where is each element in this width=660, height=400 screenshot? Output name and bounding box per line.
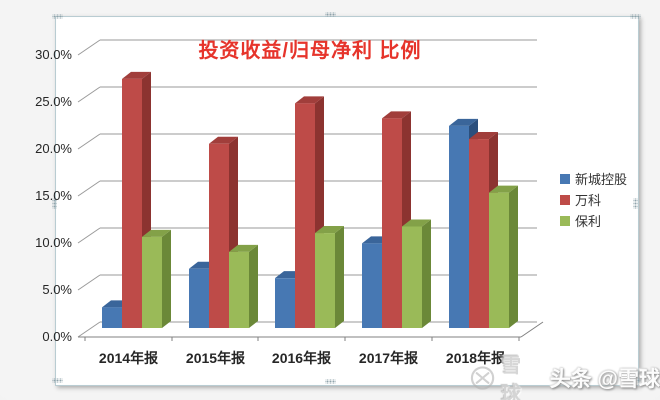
bar-保利-2016年报[interactable] <box>315 226 344 328</box>
selection-handle-top-right[interactable] <box>630 14 641 19</box>
selection-handle-bottom-right[interactable] <box>630 378 641 383</box>
bar-front-face <box>382 118 402 328</box>
bar-front-face <box>229 251 249 328</box>
y-axis-label: 5.0% <box>42 282 72 297</box>
bar-side-face <box>509 185 518 328</box>
bar-保利-2017年报[interactable] <box>402 219 431 328</box>
selection-handle-top-left[interactable] <box>52 14 63 19</box>
selection-handle-bottom-left[interactable] <box>52 378 63 383</box>
y-axis-label: 20.0% <box>35 141 72 156</box>
y-axis-label: 25.0% <box>35 94 72 109</box>
legend-swatch-vanke <box>560 194 570 205</box>
bar-top-face <box>402 219 431 227</box>
selection-handle-right-middle[interactable] <box>633 198 638 209</box>
bar-top-face <box>469 132 498 140</box>
bar-top-face <box>229 244 258 252</box>
bar-top-face <box>449 118 478 126</box>
bar-front-face <box>102 307 122 328</box>
x-axis-label: 2014年报 <box>98 350 159 366</box>
bar-保利-2015年报[interactable] <box>229 244 258 328</box>
bar-front-face <box>209 143 229 328</box>
bar-front-face <box>189 268 209 328</box>
y-axis-label: 0.0% <box>42 329 72 344</box>
x-axis-label: 2017年报 <box>358 350 419 366</box>
bar-front-face <box>402 226 422 328</box>
floor-right-edge <box>520 321 544 338</box>
bar-保利-2018年报[interactable] <box>489 185 518 328</box>
bar-top-face <box>142 229 171 237</box>
x-axis-label: 2018年报 <box>445 350 506 366</box>
bar-top-face <box>315 226 344 234</box>
gridline-leader <box>77 321 101 338</box>
gridline-leader <box>77 133 101 150</box>
bar-front-face <box>142 236 162 328</box>
gridline-leader <box>77 227 101 244</box>
legend: 新城控股 万科 保利 <box>560 168 627 231</box>
chart-title: 投资收益/归母净利 比例 <box>198 40 422 62</box>
legend-label: 新城控股 <box>575 172 628 187</box>
legend-item-xincheng[interactable]: 新城控股 <box>560 168 627 189</box>
bar-top-face <box>295 96 324 104</box>
bar-side-face <box>422 219 431 328</box>
bar-top-face <box>382 111 411 119</box>
bar-front-face <box>275 278 295 328</box>
legend-label: 万科 <box>575 193 602 208</box>
y-axis-label: 15.0% <box>35 188 72 203</box>
bar-side-face <box>249 244 258 328</box>
y-axis-label: 10.0% <box>35 235 72 250</box>
bar-front-face <box>449 125 469 329</box>
bar-front-face <box>315 233 335 328</box>
bar-front-face <box>362 243 382 328</box>
gridline-leader <box>77 86 101 103</box>
gridline-leader <box>77 274 101 291</box>
gridline-leader <box>77 39 101 56</box>
legend-swatch-poly <box>560 215 570 226</box>
bar-front-face <box>469 139 489 328</box>
bar-保利-2014年报[interactable] <box>142 229 171 328</box>
legend-item-poly[interactable]: 保利 <box>560 210 627 231</box>
bar-top-face <box>489 185 518 193</box>
legend-item-vanke[interactable]: 万科 <box>560 189 627 210</box>
bar-front-face <box>122 78 142 329</box>
selection-handle-left-middle[interactable] <box>52 198 57 209</box>
x-axis-label: 2015年报 <box>185 350 246 366</box>
gridline-leader <box>77 180 101 197</box>
selection-handle-top-center[interactable] <box>325 12 336 17</box>
bar-top-face <box>122 71 151 79</box>
selection-handle-bottom-center[interactable] <box>325 379 336 384</box>
legend-label: 保利 <box>575 214 602 229</box>
bar-front-face <box>489 192 509 328</box>
bar-top-face <box>209 136 238 144</box>
legend-swatch-xincheng <box>560 173 570 184</box>
bar-side-face <box>335 226 344 328</box>
bar-side-face <box>162 229 171 328</box>
bar-front-face <box>295 103 315 328</box>
y-axis-label: 30.0% <box>35 47 72 62</box>
x-axis-label: 2016年报 <box>271 350 332 366</box>
